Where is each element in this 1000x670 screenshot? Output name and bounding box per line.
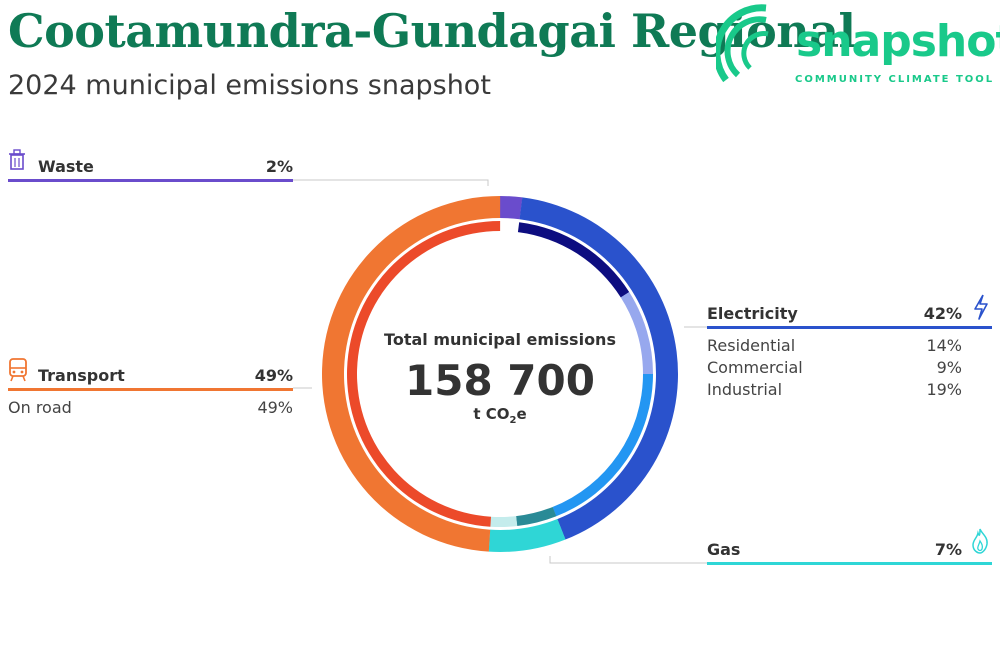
- waste-leader-line: [293, 179, 489, 186]
- gas-leader-line: [549, 556, 707, 564]
- gas-percent: 7%: [934, 540, 962, 559]
- transport-sub-on-road: On road 49%: [8, 398, 293, 418]
- sub-percent: 49%: [257, 398, 293, 417]
- waste-percent: 2%: [265, 157, 293, 176]
- inner-slice-waste: [500, 221, 520, 233]
- waste-label: Waste: [38, 157, 94, 176]
- waste-legend: Waste 2%: [8, 149, 293, 187]
- sub-percent: 19%: [926, 380, 962, 399]
- waste-underline: [8, 179, 293, 182]
- electricity-sub-commercial: Commercial 9%: [707, 358, 962, 378]
- snapshot-logo: snapshot COMMUNITY CLIMATE TOOL: [716, 0, 1000, 90]
- gas-label: Gas: [707, 540, 741, 559]
- logo-tagline: COMMUNITY CLIMATE TOOL: [795, 74, 995, 85]
- logo-rings-icon: [716, 4, 769, 83]
- unit-subscript: 2: [509, 415, 517, 426]
- page-subtitle: 2024 municipal emissions snapshot: [8, 70, 491, 101]
- train-icon: [9, 358, 27, 382]
- outer-slice-electricity: [519, 197, 678, 540]
- trash-icon: [9, 149, 25, 170]
- flame-icon: [972, 528, 988, 554]
- inner-slice-industrial: [552, 374, 653, 517]
- page-title: Cootamundra-Gundagai Regional: [8, 4, 856, 58]
- electricity-percent: 42%: [923, 304, 962, 323]
- total-label: Total municipal emissions: [384, 330, 616, 349]
- transport-percent: 49%: [254, 366, 293, 385]
- inner-slice-gas-part-2: [490, 516, 518, 527]
- lightning-icon: [974, 294, 988, 320]
- sub-percent: 14%: [926, 336, 962, 355]
- electricity-sub-industrial: Industrial 19%: [707, 380, 962, 400]
- outer-slice-waste: [500, 196, 523, 220]
- unit-prefix: t CO: [473, 405, 510, 423]
- inner-slice-gas-part-1: [516, 506, 557, 527]
- transport-label: Transport: [38, 366, 125, 385]
- electricity-underline: [707, 326, 992, 329]
- inner-slice-commercial: [620, 292, 653, 375]
- sub-percent: 9%: [936, 358, 962, 377]
- inner-slice-residential: [517, 222, 630, 298]
- sub-label: Residential: [707, 336, 796, 355]
- transport-legend: Transport 49% On road 49%: [8, 358, 293, 426]
- electricity-legend: Electricity 42% Residential 14% Commerci…: [707, 294, 992, 404]
- electricity-sub-residential: Residential 14%: [707, 336, 962, 356]
- gas-legend: Gas 7%: [707, 528, 992, 570]
- electricity-label: Electricity: [707, 304, 798, 323]
- outer-slice-transport: [322, 195, 501, 552]
- outer-slice-gas: [488, 519, 566, 552]
- logo-wordmark: snapshot: [796, 16, 1000, 67]
- sub-label: On road: [8, 398, 72, 417]
- sub-label: Industrial: [707, 380, 783, 399]
- total-unit: t CO2e: [340, 405, 660, 426]
- gas-underline: [707, 562, 992, 565]
- unit-suffix: e: [516, 405, 527, 423]
- sub-label: Commercial: [707, 358, 803, 377]
- total-value: 158 700: [405, 356, 595, 405]
- transport-underline: [8, 388, 293, 391]
